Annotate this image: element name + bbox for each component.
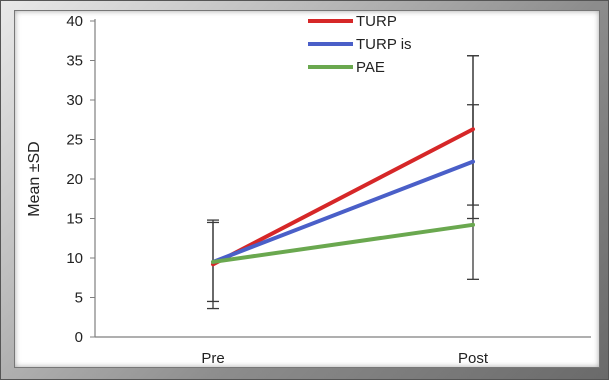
chart-panel: [15, 11, 599, 367]
y-tick-label: 30: [66, 92, 83, 109]
y-tick-label: 15: [66, 211, 83, 228]
series-line-pae: [211, 222, 475, 264]
axes: 0 5 10 15 20 25 30 35 40 Pre Post Mean ±SD: [26, 13, 591, 367]
y-tick-label: 35: [66, 53, 83, 70]
series-line-turp-is: [211, 159, 475, 264]
y-tick-label: 25: [66, 132, 83, 149]
x-category-label: Pre: [201, 350, 224, 367]
error-bars: [207, 55, 479, 310]
y-tick-label: 5: [75, 290, 83, 307]
legend-label: PAE: [356, 59, 385, 76]
y-tick-label: 20: [66, 171, 83, 188]
y-axis-title: Mean ±SD: [26, 141, 43, 216]
series-lines: [211, 127, 475, 267]
y-tick-label: 10: [66, 250, 83, 267]
y-tick-label: 0: [75, 329, 83, 346]
x-category-label: Post: [458, 350, 489, 367]
legend-label: TURP: [356, 13, 397, 30]
series-line-turp: [211, 127, 475, 267]
legend-label: TURP is: [356, 36, 412, 53]
y-tick-label: 40: [66, 13, 83, 30]
legend: TURP TURP is PAE: [308, 13, 412, 76]
